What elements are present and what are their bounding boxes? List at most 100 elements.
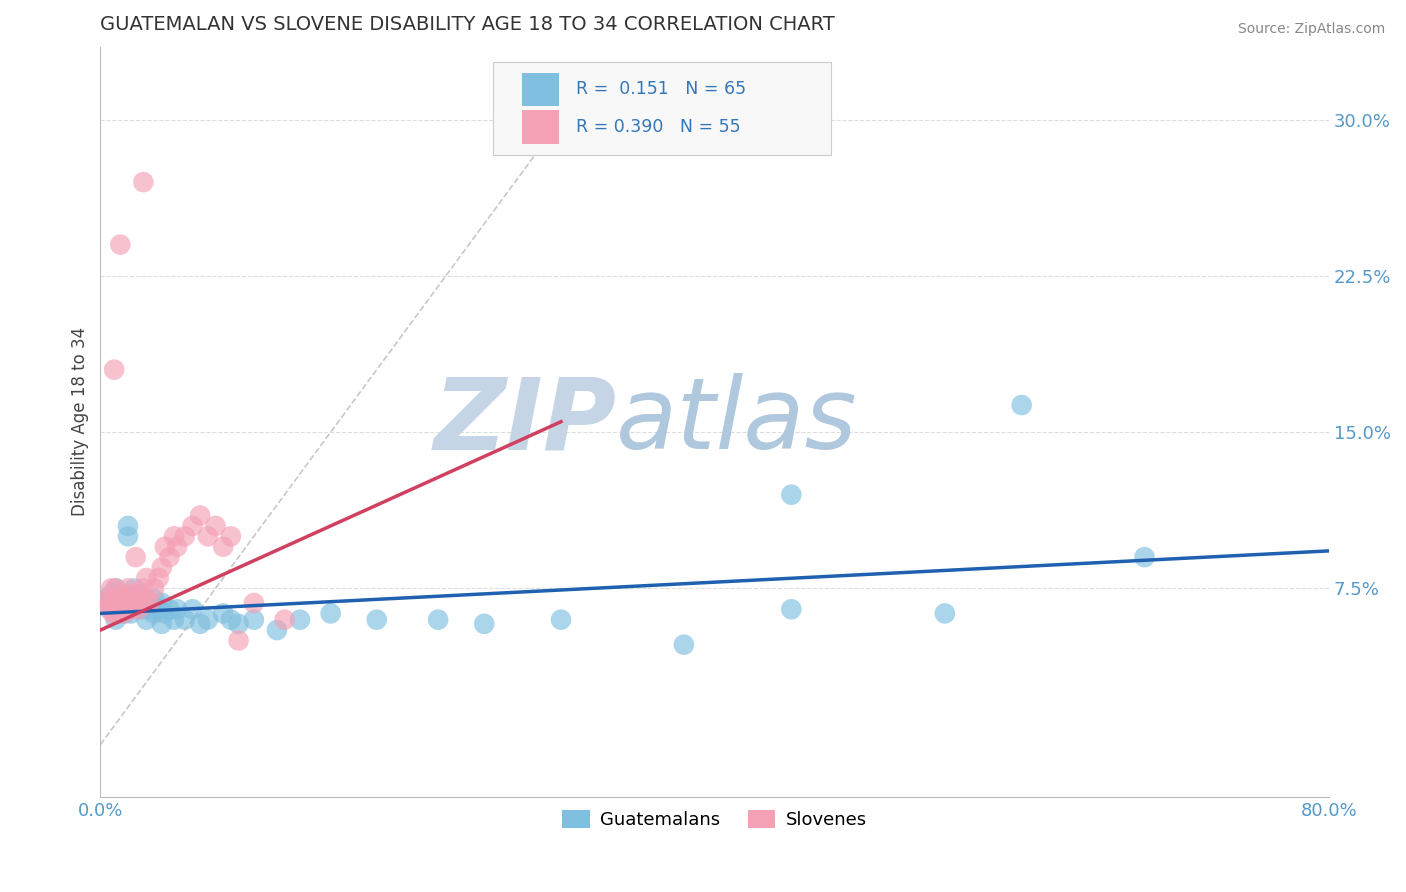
Point — [188, 616, 211, 631]
Point — [197, 613, 219, 627]
Point — [266, 623, 288, 637]
Point — [107, 591, 129, 606]
Point — [101, 591, 124, 606]
Point — [243, 596, 266, 610]
Text: R =  0.151   N = 65: R = 0.151 N = 65 — [575, 80, 745, 98]
Point — [127, 602, 149, 616]
Text: atlas: atlas — [616, 373, 858, 470]
Point — [188, 508, 211, 523]
Point — [780, 488, 803, 502]
Point — [117, 529, 139, 543]
Point — [105, 602, 128, 616]
Point — [1133, 550, 1156, 565]
Point — [780, 602, 803, 616]
Point — [115, 596, 138, 610]
Point — [114, 591, 136, 606]
Point — [934, 607, 956, 621]
Point — [101, 607, 124, 621]
Point — [366, 613, 388, 627]
Point — [111, 591, 134, 606]
Point — [131, 596, 153, 610]
Point — [228, 616, 250, 631]
Point — [228, 633, 250, 648]
Point — [110, 596, 132, 610]
Point — [166, 602, 188, 616]
Point — [112, 602, 135, 616]
Point — [101, 602, 124, 616]
Point — [159, 602, 181, 616]
Point — [120, 607, 142, 621]
Point — [166, 540, 188, 554]
Point — [97, 591, 120, 606]
Point — [105, 596, 128, 610]
Point — [173, 529, 195, 543]
Point — [212, 607, 235, 621]
Point — [98, 602, 121, 616]
Point — [122, 596, 145, 610]
Point — [97, 591, 120, 606]
Point — [120, 591, 142, 606]
Point — [212, 540, 235, 554]
Point — [112, 596, 135, 610]
Point — [118, 596, 141, 610]
Point — [115, 596, 138, 610]
Point — [100, 582, 122, 596]
Point — [132, 596, 155, 610]
Point — [135, 591, 157, 606]
Point — [243, 613, 266, 627]
Point — [120, 588, 142, 602]
Point — [128, 588, 150, 602]
Point — [153, 607, 176, 621]
Point — [103, 362, 125, 376]
Point — [128, 596, 150, 610]
Point — [100, 588, 122, 602]
Point — [135, 602, 157, 616]
Text: Source: ZipAtlas.com: Source: ZipAtlas.com — [1237, 22, 1385, 37]
Point — [94, 596, 117, 610]
Point — [148, 571, 170, 585]
Point — [114, 588, 136, 602]
Point — [104, 596, 127, 610]
Point — [101, 596, 124, 610]
Point — [110, 237, 132, 252]
Point — [219, 613, 242, 627]
Point — [122, 596, 145, 610]
Text: GUATEMALAN VS SLOVENE DISABILITY AGE 18 TO 34 CORRELATION CHART: GUATEMALAN VS SLOVENE DISABILITY AGE 18 … — [100, 15, 835, 34]
Point — [112, 607, 135, 621]
Y-axis label: Disability Age 18 to 34: Disability Age 18 to 34 — [72, 327, 89, 516]
Point — [163, 529, 186, 543]
Point — [117, 582, 139, 596]
Point — [131, 602, 153, 616]
Point — [197, 529, 219, 543]
Point — [132, 175, 155, 189]
Point — [672, 638, 695, 652]
Point — [110, 607, 132, 621]
Point — [114, 607, 136, 621]
Point — [120, 602, 142, 616]
Point — [110, 596, 132, 610]
Point — [103, 602, 125, 616]
Point — [273, 613, 295, 627]
Point — [143, 591, 166, 606]
Point — [107, 602, 129, 616]
Point — [105, 591, 128, 606]
Point — [111, 591, 134, 606]
FancyBboxPatch shape — [522, 110, 558, 144]
Point — [115, 602, 138, 616]
FancyBboxPatch shape — [494, 62, 831, 155]
Point — [132, 582, 155, 596]
Point — [114, 602, 136, 616]
Point — [219, 529, 242, 543]
Point — [128, 602, 150, 616]
Legend: Guatemalans, Slovenes: Guatemalans, Slovenes — [555, 803, 875, 837]
Point — [153, 540, 176, 554]
Point — [1011, 398, 1033, 412]
Point — [204, 519, 226, 533]
Point — [288, 613, 311, 627]
Point — [107, 602, 129, 616]
Text: ZIP: ZIP — [433, 373, 616, 470]
Point — [143, 582, 166, 596]
Point — [319, 607, 342, 621]
Point — [118, 596, 141, 610]
Point — [163, 613, 186, 627]
